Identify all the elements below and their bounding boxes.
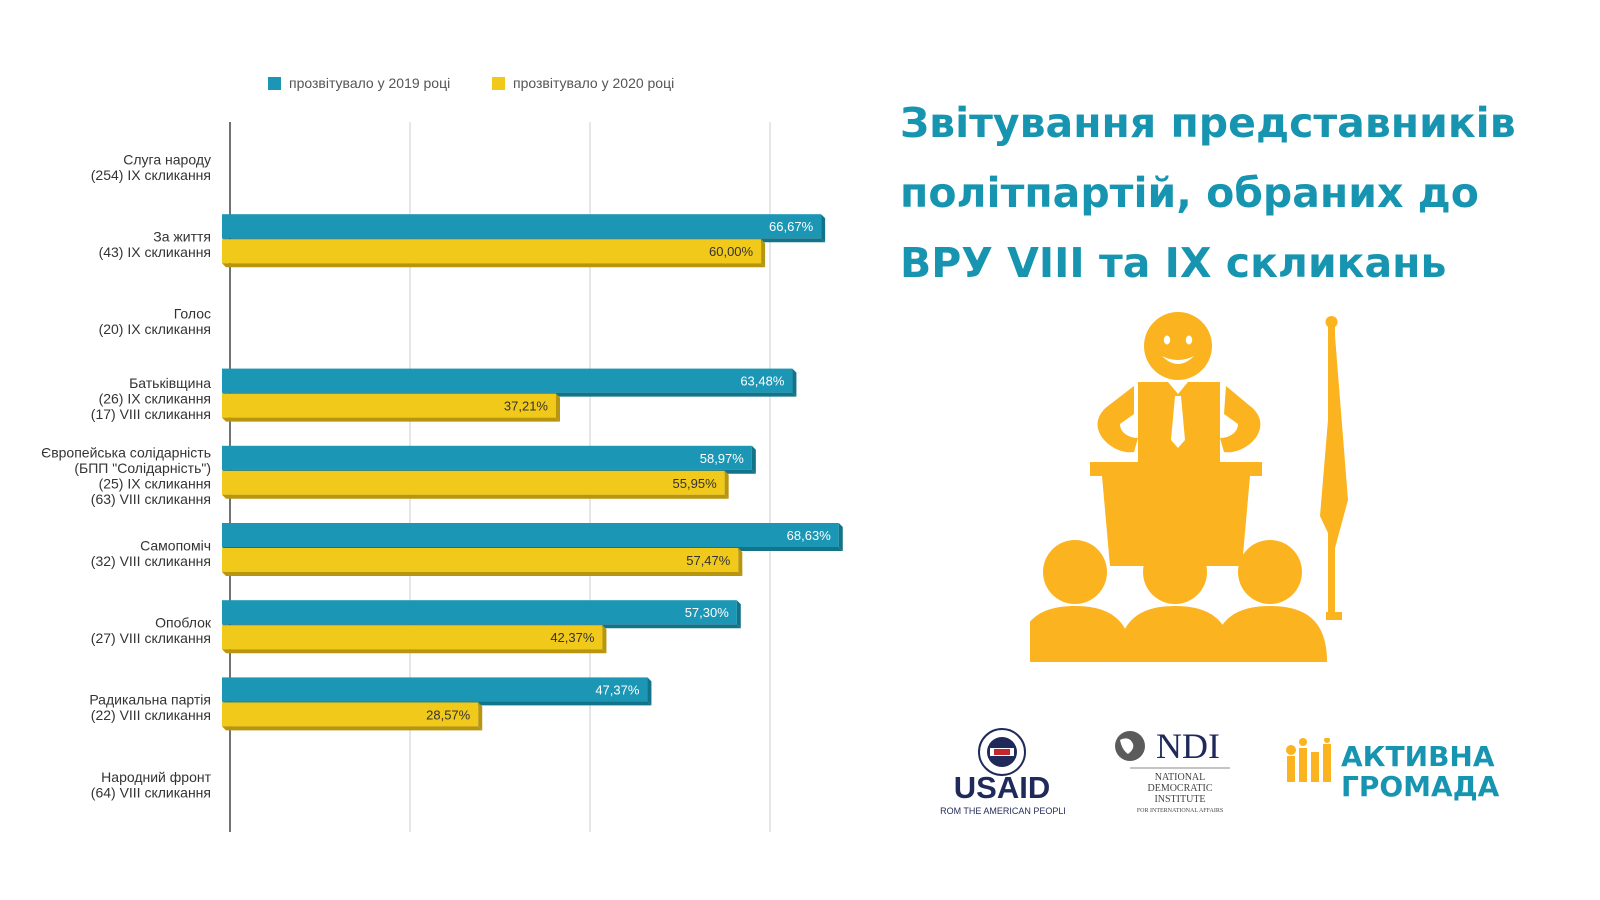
bar-bottom <box>222 572 743 576</box>
bar-2019 <box>222 677 648 702</box>
data-label: 57,30% <box>685 605 730 620</box>
usaid-logo: USAID FROM THE AMERICAN PEOPLE <box>940 728 1065 816</box>
bar-bottom <box>222 417 560 422</box>
category-label: Радикальна партія (22) VIII скликання <box>89 692 211 724</box>
ndi-logo-line-1: NATIONAL <box>1155 772 1206 783</box>
bar-side <box>724 470 729 499</box>
category-label: Опоблок (27) VIII скликання <box>91 614 212 646</box>
bar-side <box>838 523 843 551</box>
legend-swatch-2019 <box>268 77 281 90</box>
bar-bottom <box>222 726 483 731</box>
usaid-logo-tagline: FROM THE AMERICAN PEOPLE <box>940 806 1065 816</box>
gromada-logo-line-2: ГРОМАДА <box>1341 770 1500 803</box>
bar-side <box>761 239 766 268</box>
category-label: Народний фронт (64) VIII скликання <box>91 769 212 801</box>
title-line-2: політпартій, обраних до <box>900 169 1479 217</box>
category-label: Батьківщина (26) IX скликання (17) VIII ск… <box>91 375 211 422</box>
legend-label-2020: прозвітувало у 2020 році <box>513 75 674 91</box>
bar-bottom <box>222 649 607 654</box>
data-label: 28,57% <box>426 707 471 722</box>
bar-2020 <box>222 470 725 495</box>
bar-2019 <box>222 368 793 393</box>
data-label: 68,63% <box>787 528 832 543</box>
bar-side <box>647 677 652 706</box>
ndi-logo-line-4: FOR INTERNATIONAL AFFAIRS <box>1137 808 1223 814</box>
bar-side <box>478 702 483 731</box>
chart-legend: прозвітувало у 2019 році прозвітувало у 2… <box>268 75 674 91</box>
data-label: 63,48% <box>740 374 785 389</box>
bar-side <box>555 393 560 422</box>
data-label: 58,97% <box>700 451 745 466</box>
bar-chart: 66,67% 63,48% 58,97% 68,63% 57,30% 47,37% 60,0… <box>41 75 843 832</box>
speaker-at-podium-illustration <box>1030 312 1348 662</box>
bar-2020 <box>222 239 762 264</box>
bar-side <box>736 600 741 629</box>
bar-side <box>792 368 797 397</box>
category-label: Слуга народу (254) IX скликання <box>91 151 211 183</box>
bar-2020 <box>222 393 556 418</box>
chart-category-labels: Слуга народу (254) IX скликання За життя (4… <box>41 151 212 800</box>
title-line-1: Звітування представників <box>900 99 1516 147</box>
ndi-logo-line-2: DEMOCRATIC <box>1147 783 1212 794</box>
data-label: 47,37% <box>595 682 640 697</box>
category-label: Самопоміч (32) VIII скликання <box>91 537 211 569</box>
gromada-logo-line-1: АКТИВНА <box>1341 740 1495 773</box>
data-label: 60,00% <box>709 244 754 259</box>
aktyvna-gromada-logo: АКТИВНА ГРОМАДА <box>1286 738 1500 803</box>
bar-2020 <box>222 548 739 572</box>
data-label: 37,21% <box>504 399 549 414</box>
ndi-logo-line-3: INSTITUTE <box>1154 794 1205 805</box>
category-label: Голос (20) IX скликання <box>99 306 211 338</box>
bar-2020 <box>222 702 479 727</box>
bar-2019 <box>222 600 737 625</box>
bar-bottom <box>222 494 729 499</box>
bar-2019 <box>222 214 822 239</box>
bar-2019 <box>222 445 752 470</box>
chart-bars: 66,67% 63,48% 58,97% 68,63% 57,30% 47,37% 60,0… <box>222 214 843 731</box>
ndi-logo-text: NDI <box>1156 728 1220 766</box>
legend-label-2019: прозвітувало у 2019 році <box>289 75 450 91</box>
bar-bottom <box>222 263 766 268</box>
usaid-logo-text: USAID <box>954 770 1050 805</box>
bar-side <box>738 548 743 576</box>
bar-side <box>751 445 756 474</box>
ndi-logo: NDI NATIONAL DEMOCRATIC INSTITUTE FOR IN… <box>1115 728 1230 814</box>
title-line-3: ВРУ VIII та IX скликань <box>900 239 1447 287</box>
data-label: 57,47% <box>686 553 731 568</box>
data-label: 42,37% <box>550 630 595 645</box>
data-label: 55,95% <box>673 476 718 491</box>
page-title: Звітування представників політпартій, об… <box>900 88 1580 298</box>
legend-swatch-2020 <box>492 77 505 90</box>
category-label: Європейська солідарність (БПП "Солідарніс… <box>41 445 211 508</box>
data-label: 66,67% <box>769 219 814 234</box>
bar-side <box>821 214 826 243</box>
bar-2019 <box>222 523 839 547</box>
bar-2020 <box>222 625 603 650</box>
category-label: За життя (43) IX скликання <box>99 228 211 260</box>
bar-side <box>602 625 607 654</box>
